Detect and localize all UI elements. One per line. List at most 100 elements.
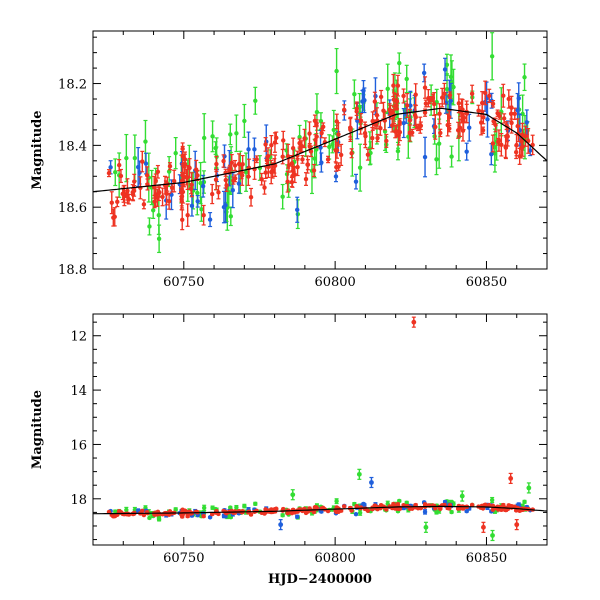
- data-point: [506, 89, 511, 109]
- data-point: [522, 499, 527, 505]
- data-point: [490, 507, 496, 512]
- data-point: [360, 89, 365, 114]
- data-point: [290, 164, 295, 188]
- data-point: [167, 162, 173, 171]
- data-point: [228, 206, 234, 227]
- data-point: [221, 154, 226, 168]
- data-point: [448, 82, 454, 119]
- data-point: [438, 128, 443, 138]
- data-point: [156, 224, 162, 254]
- outlier-point: [514, 519, 520, 531]
- data-point: [520, 136, 525, 157]
- data-point: [513, 145, 519, 160]
- data-point: [348, 116, 353, 141]
- data-point: [160, 187, 165, 207]
- data-point: [109, 191, 114, 215]
- data-point: [503, 507, 509, 513]
- data-point: [407, 506, 413, 511]
- data-point: [164, 181, 169, 206]
- data-point: [173, 136, 178, 170]
- data-point: [357, 509, 363, 516]
- x-tick-label: 60850: [466, 275, 507, 290]
- data-point: [210, 505, 215, 510]
- data-point: [210, 120, 215, 153]
- data-point: [207, 212, 213, 228]
- data-point: [118, 168, 124, 184]
- data-point: [313, 134, 318, 146]
- data-point: [319, 152, 324, 173]
- data-point: [320, 122, 326, 132]
- data-point: [522, 63, 527, 92]
- data-point: [501, 502, 506, 508]
- data-point: [422, 509, 428, 515]
- data-point: [447, 506, 452, 511]
- y-tick-label: 18.8: [58, 263, 87, 278]
- data-point: [487, 88, 492, 104]
- data-point: [281, 130, 286, 150]
- data-point: [333, 138, 338, 163]
- data-point: [412, 104, 418, 127]
- data-point: [401, 88, 406, 104]
- data-point: [229, 153, 234, 172]
- data-point: [423, 99, 429, 108]
- data-point: [143, 152, 149, 175]
- data-area: [93, 316, 547, 542]
- data-point: [455, 121, 461, 139]
- data-point: [147, 217, 152, 236]
- data-point: [201, 513, 206, 519]
- outlier-point: [526, 482, 532, 494]
- outlier-point: [459, 490, 465, 502]
- data-point: [106, 169, 112, 178]
- data-point: [113, 509, 118, 514]
- data-point: [520, 507, 525, 513]
- data-point: [440, 87, 445, 108]
- data-point: [124, 192, 130, 201]
- data-point: [442, 82, 447, 105]
- y-axis-title: Magnitude: [30, 390, 45, 469]
- data-point: [280, 513, 285, 518]
- y-tick-label: 12: [70, 330, 87, 345]
- plot-frame: [92, 30, 548, 270]
- data-point: [140, 508, 145, 514]
- data-point: [198, 161, 203, 205]
- data-point: [207, 515, 213, 520]
- data-point: [228, 123, 233, 146]
- data-point: [189, 195, 195, 217]
- data-point: [397, 506, 403, 511]
- data-point: [189, 172, 194, 198]
- data-point: [334, 47, 339, 95]
- data-point: [274, 131, 279, 145]
- data-point: [490, 134, 496, 153]
- data-point: [285, 170, 290, 193]
- data-point: [201, 113, 207, 163]
- x-tick-label: 60750: [163, 551, 204, 566]
- data-point: [336, 122, 341, 147]
- data-point: [503, 136, 509, 160]
- data-point: [156, 517, 162, 522]
- data-point: [280, 183, 285, 210]
- data-point: [224, 178, 229, 192]
- data-point: [487, 502, 492, 508]
- top-panel-plot: 60750 60800 60850 18.2 18.4 18.6 18.8 Magnitude: [30, 30, 548, 290]
- data-point: [262, 180, 267, 195]
- data-point: [140, 150, 145, 173]
- data-point: [433, 114, 438, 140]
- data-point: [489, 496, 495, 504]
- data-point: [318, 112, 324, 131]
- data-point: [124, 133, 129, 183]
- outlier-point: [481, 521, 486, 533]
- data-point: [394, 503, 399, 509]
- data-point: [464, 142, 469, 161]
- data-point: [179, 184, 185, 209]
- x-tick-label: 60850: [466, 551, 507, 566]
- data-point: [496, 129, 502, 152]
- data-point: [372, 91, 378, 112]
- data-point: [469, 84, 475, 103]
- data-point: [305, 159, 311, 171]
- data-point: [307, 121, 312, 146]
- data-point: [325, 155, 331, 164]
- data-point: [427, 96, 432, 105]
- fit-line: [93, 505, 547, 515]
- data-point: [116, 159, 122, 172]
